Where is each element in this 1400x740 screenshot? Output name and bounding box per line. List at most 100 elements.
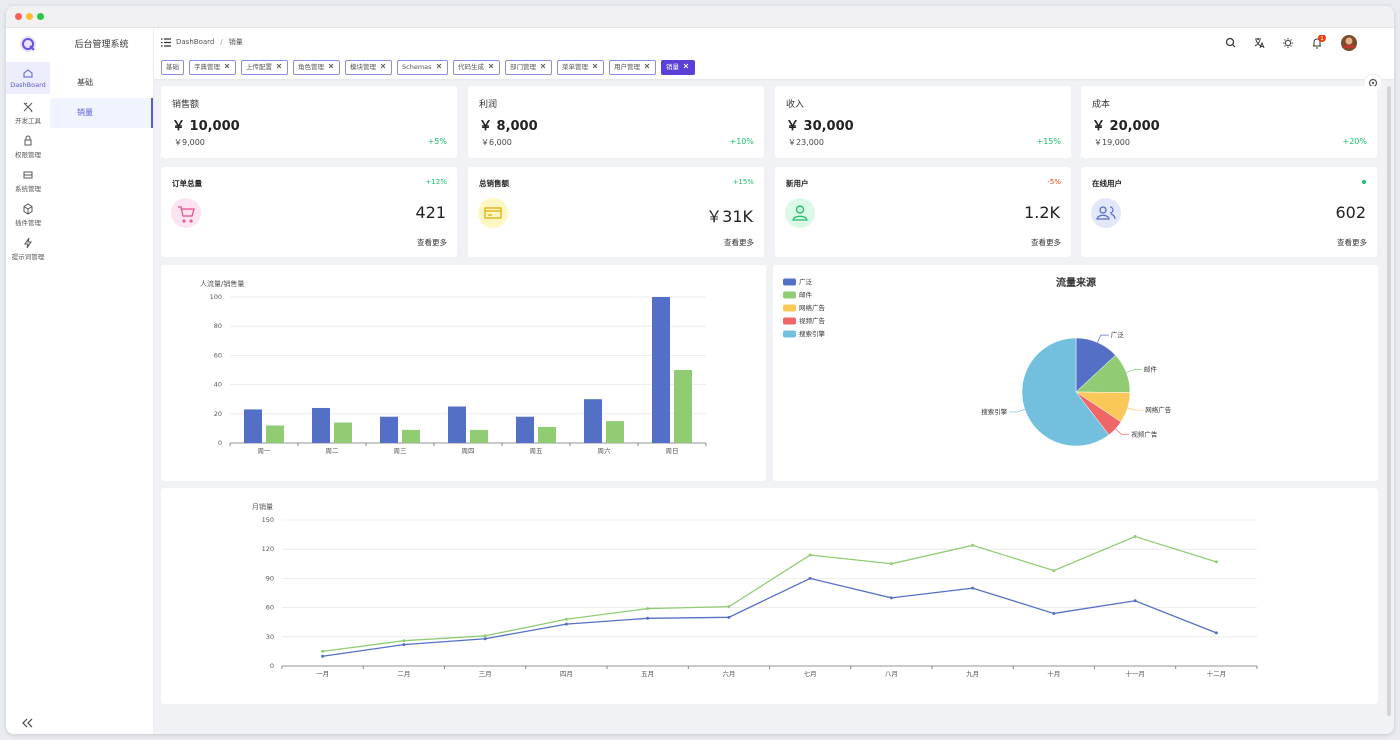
- label-line: [1097, 334, 1109, 343]
- notification-icon[interactable]: [1313, 38, 1321, 49]
- tab-close[interactable]: [379, 63, 387, 69]
- tab[interactable]: 字典管理: [189, 60, 236, 75]
- icon-shape: [23, 203, 33, 215]
- x-tick-label: 三月: [479, 670, 492, 678]
- legend-swatch[interactable]: [783, 291, 796, 299]
- tab-close[interactable]: [487, 63, 495, 69]
- tab[interactable]: 代码生成: [453, 60, 500, 75]
- sidebar-item[interactable]: 开发工具: [6, 96, 50, 128]
- breadcrumb-item[interactable]: 销量: [228, 38, 243, 46]
- submenu-item[interactable]: 基础: [77, 78, 93, 87]
- legend-label[interactable]: 视频广告: [799, 316, 826, 325]
- collapse-button[interactable]: [22, 718, 34, 728]
- card-link[interactable]: 查看更多: [724, 238, 754, 247]
- point: [1214, 631, 1218, 635]
- point: [483, 637, 487, 641]
- tab[interactable]: 角色管理: [293, 60, 340, 75]
- menu-toggle[interactable]: [161, 38, 171, 47]
- avatar[interactable]: [1341, 35, 1357, 51]
- icon-shape: [24, 135, 32, 146]
- card-previous: ￥9,000: [174, 138, 205, 147]
- bar: [334, 422, 352, 443]
- stat-card: 成本 ￥ 20,000 ￥19,000 +20%: [1081, 86, 1377, 158]
- legend-swatch[interactable]: [783, 304, 796, 312]
- metric-card: 新用户 -5% 1.2K 查看更多: [775, 167, 1071, 257]
- translate-icon[interactable]: [1254, 38, 1265, 49]
- sidebar-item[interactable]: 提示词管理: [6, 232, 50, 264]
- logo: [20, 36, 36, 52]
- tab-close[interactable]: [275, 63, 283, 69]
- sidebar-item[interactable]: 权限管理: [6, 130, 50, 162]
- scrollbar[interactable]: [1387, 86, 1391, 716]
- submenu-item[interactable]: 销量: [50, 98, 153, 128]
- tab-close[interactable]: [539, 63, 547, 69]
- sidebar-icon: [24, 237, 32, 249]
- tab-close[interactable]: [327, 63, 335, 69]
- close-cross: [328, 63, 334, 69]
- card-link[interactable]: 查看更多: [1031, 238, 1061, 247]
- tab[interactable]: 上传配置: [241, 60, 288, 75]
- status-dot: [1362, 180, 1366, 184]
- search-icon[interactable]: [1225, 37, 1236, 48]
- legend-label[interactable]: 广泛: [799, 277, 813, 286]
- point: [402, 639, 406, 643]
- close-dot[interactable]: [15, 13, 22, 20]
- legend-label[interactable]: 搜索引擎: [799, 329, 826, 338]
- card-link[interactable]: 查看更多: [417, 238, 447, 247]
- close-cross: [276, 63, 282, 69]
- tab-close[interactable]: [682, 63, 690, 69]
- minimize-dot[interactable]: [26, 13, 33, 20]
- legend-label[interactable]: 网络广告: [799, 303, 826, 312]
- point: [1133, 535, 1137, 539]
- settings-button[interactable]: [1363, 73, 1383, 93]
- point: [1133, 599, 1137, 603]
- icon-shape: [23, 69, 33, 78]
- tab-label: 销量: [666, 63, 679, 71]
- sidebar-item[interactable]: DashBoard: [6, 62, 50, 94]
- tab-close[interactable]: [223, 63, 231, 69]
- card-icon: [171, 198, 201, 228]
- maximize-dot[interactable]: [37, 13, 44, 20]
- bar-chart-card: 人流量/销售量 0 20 40 60 80 100 周一 周二 周三 周四 周五 周六 周日: [161, 265, 766, 481]
- point: [321, 649, 325, 653]
- y-tick-label: 120: [262, 545, 274, 553]
- icon-bg: [1091, 198, 1121, 228]
- card-title: 成本: [1092, 100, 1111, 110]
- tab-close[interactable]: [643, 63, 651, 69]
- app-window: DashBoard 开发工具 权限管理 系统管理 插件管理 提示词管理 后台管理系统 基础…: [6, 6, 1394, 734]
- tab[interactable]: 菜单管理: [557, 60, 604, 75]
- close-cross: [436, 63, 441, 69]
- tab[interactable]: 基础: [161, 60, 184, 75]
- card-link[interactable]: 查看更多: [1337, 238, 1367, 247]
- legend-label[interactable]: 邮件: [799, 290, 813, 299]
- metric-card: 在线用户 602 查看更多: [1081, 167, 1377, 257]
- tab[interactable]: 部门管理: [505, 60, 552, 75]
- pie-slice: [1075, 391, 1122, 436]
- sidebar-item[interactable]: 系统管理: [6, 164, 50, 196]
- breadcrumb-item[interactable]: DashBoard: [176, 38, 215, 46]
- point: [646, 607, 650, 611]
- tab[interactable]: Schemas: [397, 60, 448, 75]
- label-line: [1009, 409, 1025, 413]
- y-tick-label: 0: [218, 439, 222, 447]
- sidebar-item[interactable]: 插件管理: [6, 198, 50, 230]
- close-cross: [644, 63, 650, 69]
- tab-close[interactable]: [591, 63, 599, 69]
- tab[interactable]: 用户管理: [609, 60, 656, 75]
- legend-swatch[interactable]: [783, 278, 796, 286]
- icon-bg: [171, 198, 201, 228]
- header: DashBoard / 销量 1: [154, 28, 1394, 58]
- system-title: 后台管理系统: [74, 40, 129, 50]
- tab[interactable]: 销量: [661, 60, 695, 75]
- point: [889, 596, 893, 600]
- tab-close[interactable]: [435, 63, 443, 69]
- tab[interactable]: 模块管理: [345, 60, 392, 75]
- legend-swatch[interactable]: [783, 330, 796, 338]
- legend-swatch[interactable]: [783, 317, 796, 325]
- sidebar-icon: [23, 69, 33, 78]
- x-tick-label: 周日: [666, 447, 679, 455]
- close-cross: [540, 63, 546, 69]
- theme-icon[interactable]: [1283, 38, 1293, 48]
- tab-label: Schemas: [402, 63, 432, 71]
- x-tick-label: 二月: [397, 670, 410, 678]
